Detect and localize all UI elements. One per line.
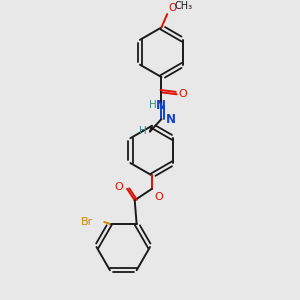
Text: H: H [149, 100, 157, 110]
Text: O: O [115, 182, 123, 192]
Text: O: O [155, 192, 164, 202]
Text: O: O [168, 3, 176, 13]
Text: N: N [155, 99, 166, 112]
Text: H: H [140, 126, 147, 136]
Text: Br: Br [80, 217, 93, 227]
Text: N: N [166, 112, 176, 126]
Text: CH₃: CH₃ [175, 1, 193, 11]
Text: O: O [178, 89, 188, 99]
